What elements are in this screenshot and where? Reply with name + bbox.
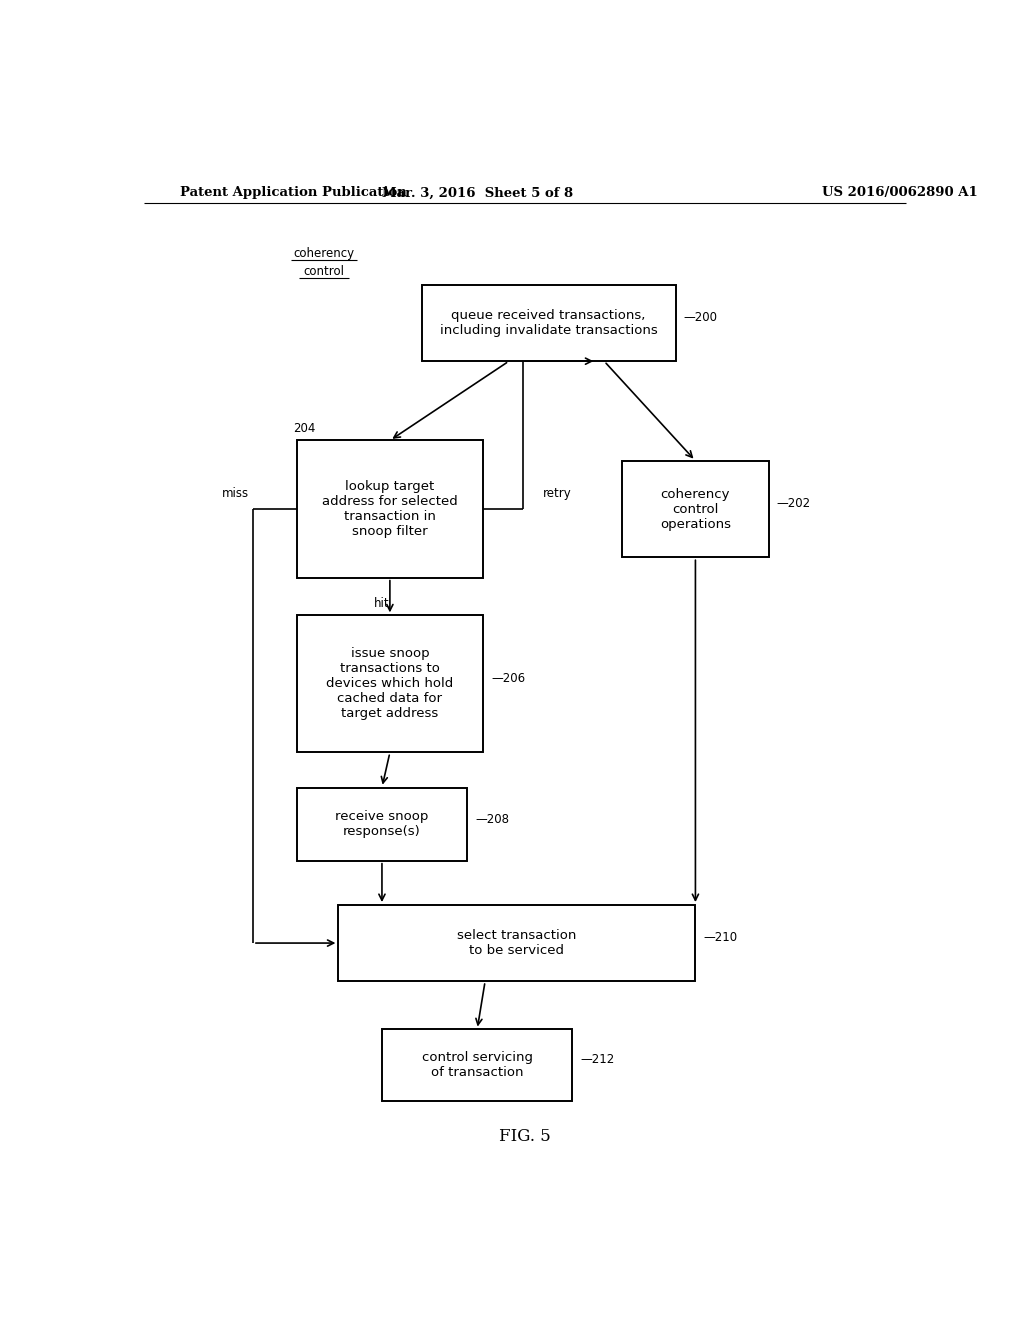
Text: —202: —202 — [777, 498, 811, 511]
Text: coherency: coherency — [294, 247, 354, 260]
Text: US 2016/0062890 A1: US 2016/0062890 A1 — [822, 186, 978, 199]
Bar — [622, 461, 769, 557]
Bar — [297, 441, 483, 578]
Bar — [382, 1030, 572, 1101]
Text: receive snoop
response(s): receive snoop response(s) — [335, 810, 429, 838]
Text: —210: —210 — [703, 932, 737, 945]
Bar — [297, 788, 467, 861]
Text: issue snoop
transactions to
devices which hold
cached data for
target address: issue snoop transactions to devices whic… — [327, 647, 454, 721]
Bar — [338, 906, 695, 981]
Text: coherency
control
operations: coherency control operations — [659, 487, 731, 531]
Text: select transaction
to be serviced: select transaction to be serviced — [457, 929, 577, 957]
Text: retry: retry — [543, 487, 571, 500]
Text: —206: —206 — [492, 672, 525, 685]
Text: control: control — [303, 265, 344, 279]
Bar — [422, 285, 676, 362]
Text: —200: —200 — [684, 312, 718, 325]
Text: control servicing
of transaction: control servicing of transaction — [422, 1051, 532, 1078]
Text: FIG. 5: FIG. 5 — [499, 1127, 551, 1144]
Text: lookup target
address for selected
transaction in
snoop filter: lookup target address for selected trans… — [322, 480, 458, 539]
Text: queue received transactions,
including invalidate transactions: queue received transactions, including i… — [439, 309, 657, 337]
Text: Mar. 3, 2016  Sheet 5 of 8: Mar. 3, 2016 Sheet 5 of 8 — [382, 186, 572, 199]
Text: —208: —208 — [475, 813, 509, 825]
Text: 204: 204 — [293, 422, 315, 434]
Text: hit: hit — [374, 597, 390, 610]
Text: miss: miss — [222, 487, 249, 500]
Text: —212: —212 — [581, 1053, 614, 1067]
Bar — [297, 615, 483, 752]
Text: Patent Application Publication: Patent Application Publication — [179, 186, 407, 199]
